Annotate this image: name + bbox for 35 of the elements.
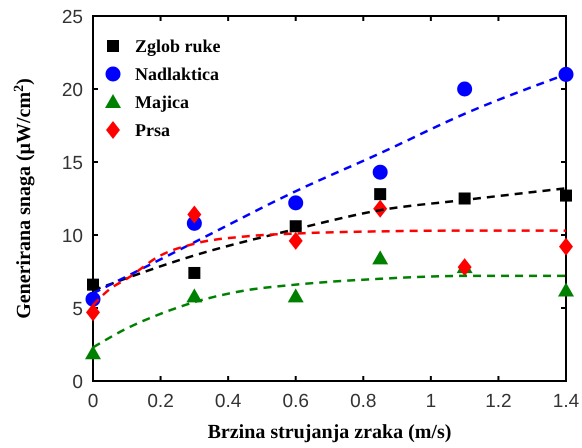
y-tick-label: 0 — [72, 372, 83, 393]
legend-label: Nadlaktica — [135, 64, 220, 84]
legend-label: Prsa — [135, 120, 170, 140]
y-tick-label: 25 — [62, 7, 83, 28]
y-tick-label: 15 — [62, 153, 83, 174]
point — [86, 303, 100, 322]
x-tick-label: 1.2 — [485, 391, 512, 412]
point — [288, 288, 304, 302]
x-tick-label: 0 — [88, 391, 98, 412]
x-tick-label: 0.6 — [282, 391, 309, 412]
x-tick-label: 0.2 — [147, 391, 174, 412]
x-tick-label: 1.4 — [552, 391, 580, 412]
point — [374, 188, 386, 200]
point — [85, 345, 101, 360]
point — [288, 195, 304, 210]
point — [188, 266, 200, 279]
legend-label: Majica — [135, 92, 189, 112]
point — [560, 190, 572, 202]
point — [457, 82, 472, 96]
x-tick-label: 1 — [426, 391, 436, 412]
x-axis-title: Brzina strujanja zraka (m/s) — [208, 421, 452, 443]
point — [187, 206, 202, 224]
y-tick-label: 20 — [62, 80, 83, 101]
point — [458, 258, 472, 276]
point — [558, 66, 574, 82]
legend-label: Zglob ruke — [135, 36, 221, 56]
x-tick-label: 0.8 — [350, 391, 376, 412]
y-tick-label: 5 — [72, 299, 83, 320]
point — [372, 164, 388, 180]
y-tick-label: 10 — [62, 226, 83, 247]
point — [288, 232, 303, 250]
point — [558, 282, 574, 296]
point — [372, 250, 388, 264]
x-tick-label: 0.4 — [214, 391, 242, 412]
point — [559, 238, 573, 256]
